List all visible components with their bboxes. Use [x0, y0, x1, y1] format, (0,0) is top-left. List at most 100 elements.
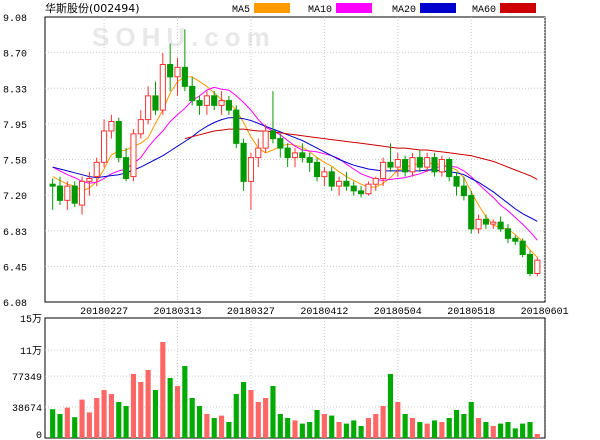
volume-bar: [211, 418, 217, 438]
candle-body: [189, 85, 196, 102]
candle: [372, 176, 379, 191]
candle-body: [380, 161, 387, 180]
volume-bar: [64, 407, 70, 438]
candle-body: [233, 109, 240, 144]
volume-bar: [204, 414, 210, 438]
candle: [240, 138, 247, 191]
candle: [424, 152, 431, 172]
candle: [475, 214, 482, 234]
candle-body: [71, 185, 78, 204]
candle: [343, 171, 350, 191]
candle: [416, 150, 423, 172]
candle-body: [431, 157, 438, 173]
candle-body: [269, 130, 277, 140]
candle: [299, 143, 306, 163]
candle-body: [247, 157, 255, 182]
volume-bar: [395, 402, 401, 438]
volume-bar: [218, 415, 225, 438]
candle: [181, 29, 188, 92]
candle: [108, 114, 115, 139]
price-tick-label: 6.83: [3, 228, 27, 239]
candle: [497, 216, 504, 232]
date-label: 20180601: [521, 307, 569, 318]
volume-bar: [461, 414, 467, 438]
volume-bar: [152, 390, 159, 438]
candle: [189, 76, 196, 106]
candle-body: [86, 178, 93, 182]
candle-body: [504, 228, 512, 239]
date-axis: 20180227 20180313 20180327 20180412 20180504…: [80, 307, 569, 318]
candle: [225, 95, 232, 115]
candle-body: [350, 185, 357, 192]
candle: [71, 181, 78, 207]
volume-bar: [263, 398, 269, 438]
volume-bar: [94, 398, 100, 438]
volume-bar: [373, 414, 379, 438]
candle-body: [145, 95, 152, 121]
volume-tick-label: 38674: [12, 404, 42, 415]
candle-body: [211, 95, 218, 106]
volume-bar: [336, 422, 342, 438]
candle-body: [240, 142, 247, 182]
price-tick-label: 6.08: [3, 299, 27, 310]
legend-label-ma20: MA20: [392, 5, 416, 16]
volume-bar: [123, 406, 129, 438]
candle: [262, 124, 269, 153]
volume-tick-label: 0: [36, 431, 42, 440]
price-y-axis: 9.08 8.70 8.33 7.95 7.58 7.20 6.83 6.45 6.08: [3, 14, 27, 310]
legend-label-ma5: MA5: [232, 5, 250, 16]
candle: [56, 176, 64, 206]
candle-body: [56, 185, 64, 201]
volume-bar: [292, 420, 298, 438]
candle: [468, 190, 475, 234]
volume-bar: [160, 342, 166, 438]
volume-bar: [299, 423, 305, 438]
candle: [335, 176, 343, 196]
candle-body: [101, 130, 108, 163]
volume-bar: [490, 426, 496, 438]
volume-tick-label: 11万: [20, 346, 42, 358]
candle-body: [387, 161, 394, 168]
candle-body: [409, 157, 416, 173]
candle-body: [299, 152, 306, 159]
candle: [123, 148, 130, 182]
date-label: 20180313: [153, 307, 201, 318]
volume-bar: [277, 414, 283, 438]
candle: [409, 152, 416, 177]
volume-bar: [343, 423, 349, 438]
volume-bar: [101, 390, 107, 438]
candle: [460, 176, 467, 201]
volume-bar: [241, 382, 247, 438]
candle-body: [108, 121, 115, 132]
candle: [196, 95, 203, 115]
candle: [78, 176, 86, 215]
volume-bar: [182, 366, 188, 438]
volume-grid: [45, 349, 545, 408]
candle-body: [446, 159, 453, 178]
volume-bar: [314, 410, 320, 438]
candle: [328, 167, 335, 191]
volume-bar: [138, 382, 144, 438]
candle: [380, 157, 387, 187]
legend-swatch-ma60: [500, 3, 536, 13]
candle-body: [460, 185, 467, 197]
volume-bar: [431, 420, 438, 438]
candle-body: [137, 119, 144, 135]
candle: [159, 53, 166, 115]
candle-body: [424, 157, 431, 168]
volume-bar: [329, 415, 335, 438]
candle: [284, 143, 291, 168]
volume-bar: [174, 386, 181, 438]
candle-body: [490, 221, 497, 225]
candle: [387, 143, 394, 172]
candle: [490, 219, 497, 229]
candle-body: [262, 130, 269, 149]
volume-bar: [321, 414, 327, 438]
volume-bar: [439, 422, 445, 438]
candle-body: [438, 159, 445, 173]
volume-bar: [402, 414, 408, 438]
volume-bar: [189, 398, 195, 438]
candle: [313, 157, 321, 182]
volume-bar: [365, 418, 372, 438]
